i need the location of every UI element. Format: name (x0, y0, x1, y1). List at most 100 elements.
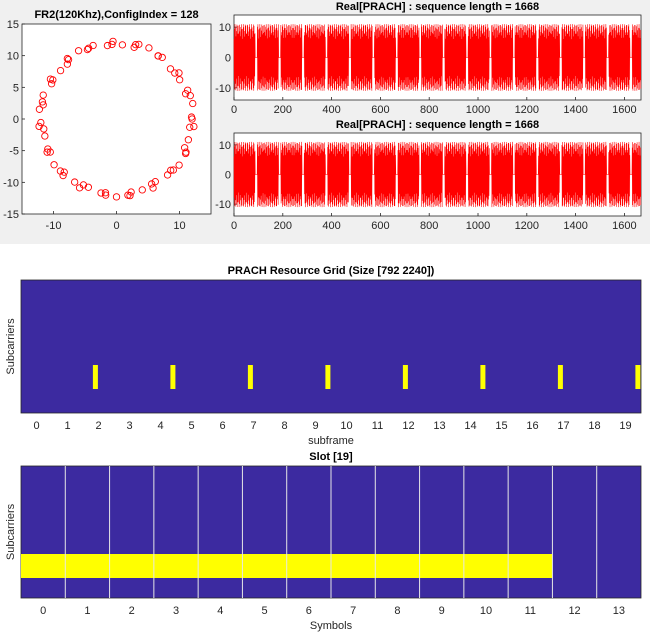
scatter-point (167, 166, 175, 174)
scatter-point (39, 91, 47, 99)
scatter-point (35, 122, 43, 131)
scatter-point (37, 118, 45, 127)
resource-grid-ylabel: Subcarriers (5, 318, 17, 375)
scatter-point (84, 44, 93, 52)
waveform-x-tick-label: 1000 (466, 104, 490, 116)
scatter-point (158, 53, 166, 62)
scatter-point (74, 47, 83, 55)
scatter-point (186, 91, 194, 100)
waveform-x-tick-label: 1400 (563, 220, 587, 232)
resource-grid-x-tick-label: 13 (433, 420, 445, 432)
scatter-y-tick-label: 0 (13, 114, 19, 126)
scatter-point (145, 44, 153, 52)
scatter-point (41, 132, 49, 140)
scatter-point (135, 40, 143, 48)
scatter-point (189, 99, 197, 108)
resource-grid-x-tick-label: 3 (126, 420, 132, 432)
scatter-point (43, 148, 51, 156)
resource-grid-xlabel: subframe (308, 435, 354, 447)
scatter-point (138, 186, 146, 194)
scatter-plot-area (21, 23, 212, 215)
scatter-y-tick-label: -15 (3, 209, 19, 221)
scatter-point (118, 41, 127, 49)
waveform-y-tick-label: -10 (215, 83, 231, 95)
scatter-point (83, 45, 92, 54)
resource-grid-active-block (480, 365, 486, 389)
scatter-point (175, 69, 183, 77)
scatter-point (56, 167, 65, 175)
resource-grid-x-tick-label: 4 (157, 420, 163, 432)
resource-grid-x-tick-label: 16 (526, 420, 538, 432)
resource-grid-active-block (402, 365, 408, 389)
top-figure: FR2(120Khz),ConfigIndex = 128 -10 0 10 15 10 5… (0, 0, 650, 244)
slot-x-tick-label: 8 (394, 605, 400, 617)
bottom-figure-canvas: PRACH Resource Grid (Size [792 2240])0 1 2… (5, 265, 642, 632)
resource-grid-x-tick-label: 12 (402, 420, 414, 432)
waveform-x-tick-label: 0 (231, 220, 237, 232)
scatter-point (102, 191, 110, 199)
scatter-point (184, 136, 193, 144)
resource-grid-title: PRACH Resource Grid (Size [792 2240]) (228, 265, 435, 277)
scatter-y-tick-label: 5 (13, 82, 19, 94)
scatter-point (47, 80, 56, 88)
resource-grid-active-block (92, 365, 98, 389)
waveform-x-tick-label: 1600 (612, 104, 636, 116)
slot-x-tick-label: 6 (306, 605, 312, 617)
scatter-point (64, 55, 73, 64)
scatter-point (56, 66, 65, 75)
scatter-point (154, 52, 162, 60)
waveform-y-tick-label: -10 (215, 199, 231, 211)
scatter-point (149, 184, 157, 192)
scatter-point (169, 166, 178, 174)
resource-grid-x-tick-label: 6 (219, 420, 225, 432)
waveform-series-1 (233, 24, 642, 91)
resource-grid-x-tick-label: 14 (464, 420, 476, 432)
scatter-point (46, 148, 54, 156)
waveform-x-tick-label: 600 (371, 220, 389, 232)
scatter-point (186, 123, 194, 131)
scatter-y-tick-label: 10 (7, 51, 19, 63)
scatter-point (50, 161, 58, 169)
waveform-y-tick-label: 10 (219, 22, 231, 34)
waveform-title-1: Real[PRACH] : sequence length = 1668 (336, 1, 539, 13)
resource-grid-active-block (170, 365, 176, 389)
waveform-x-tick-label: 1600 (612, 220, 636, 232)
slot-x-tick-label: 4 (217, 605, 223, 617)
waveform-y-tick-label: 0 (225, 170, 231, 182)
scatter-point (171, 69, 179, 77)
slot-x-tick-label: 5 (262, 605, 268, 617)
resource-grid-x-tick-label: 10 (340, 420, 352, 432)
slot-x-tick-label: 13 (613, 605, 625, 617)
waveform-title-2: Real[PRACH] : sequence length = 1668 (336, 119, 539, 131)
scatter-point (181, 90, 190, 98)
scatter-point (112, 193, 121, 201)
scatter-point (60, 168, 68, 176)
waveform-y-tick-label: 0 (225, 53, 231, 65)
scatter-point (108, 40, 116, 49)
scatter-x-tick-label: 10 (173, 220, 185, 232)
scatter-point (46, 75, 55, 83)
slot-x-tick-label: 10 (480, 605, 492, 617)
scatter-y-tick-label: -5 (9, 146, 19, 158)
slot-title: Slot [19] (309, 451, 353, 463)
scatter-point (147, 180, 156, 188)
scatter-point (131, 41, 140, 49)
waveform-x-tick-label: 1200 (515, 104, 539, 116)
slot-x-tick-label: 7 (350, 605, 356, 617)
resource-grid-x-tick-label: 18 (588, 420, 600, 432)
resource-grid-x-tick-label: 1 (64, 420, 70, 432)
resource-grid-x-tick-label: 5 (188, 420, 194, 432)
resource-grid-x-tick-label: 17 (557, 420, 569, 432)
bottom-figure: PRACH Resource Grid (Size [792 2240]) 0 1 2… (0, 244, 650, 638)
scatter-point (151, 178, 159, 186)
scatter-point (97, 189, 105, 197)
scatter-point (187, 113, 196, 121)
slot-x-tick-label: 9 (439, 605, 445, 617)
scatter-point (101, 189, 110, 197)
resource-grid-x-tick-label: 11 (372, 420, 383, 432)
scatter-point (84, 183, 93, 191)
waveform-x-tick-label: 1400 (563, 104, 587, 116)
slot-x-tick-label: 11 (525, 605, 536, 617)
waveform-series-2 (233, 141, 642, 208)
scatter-point (180, 144, 189, 152)
